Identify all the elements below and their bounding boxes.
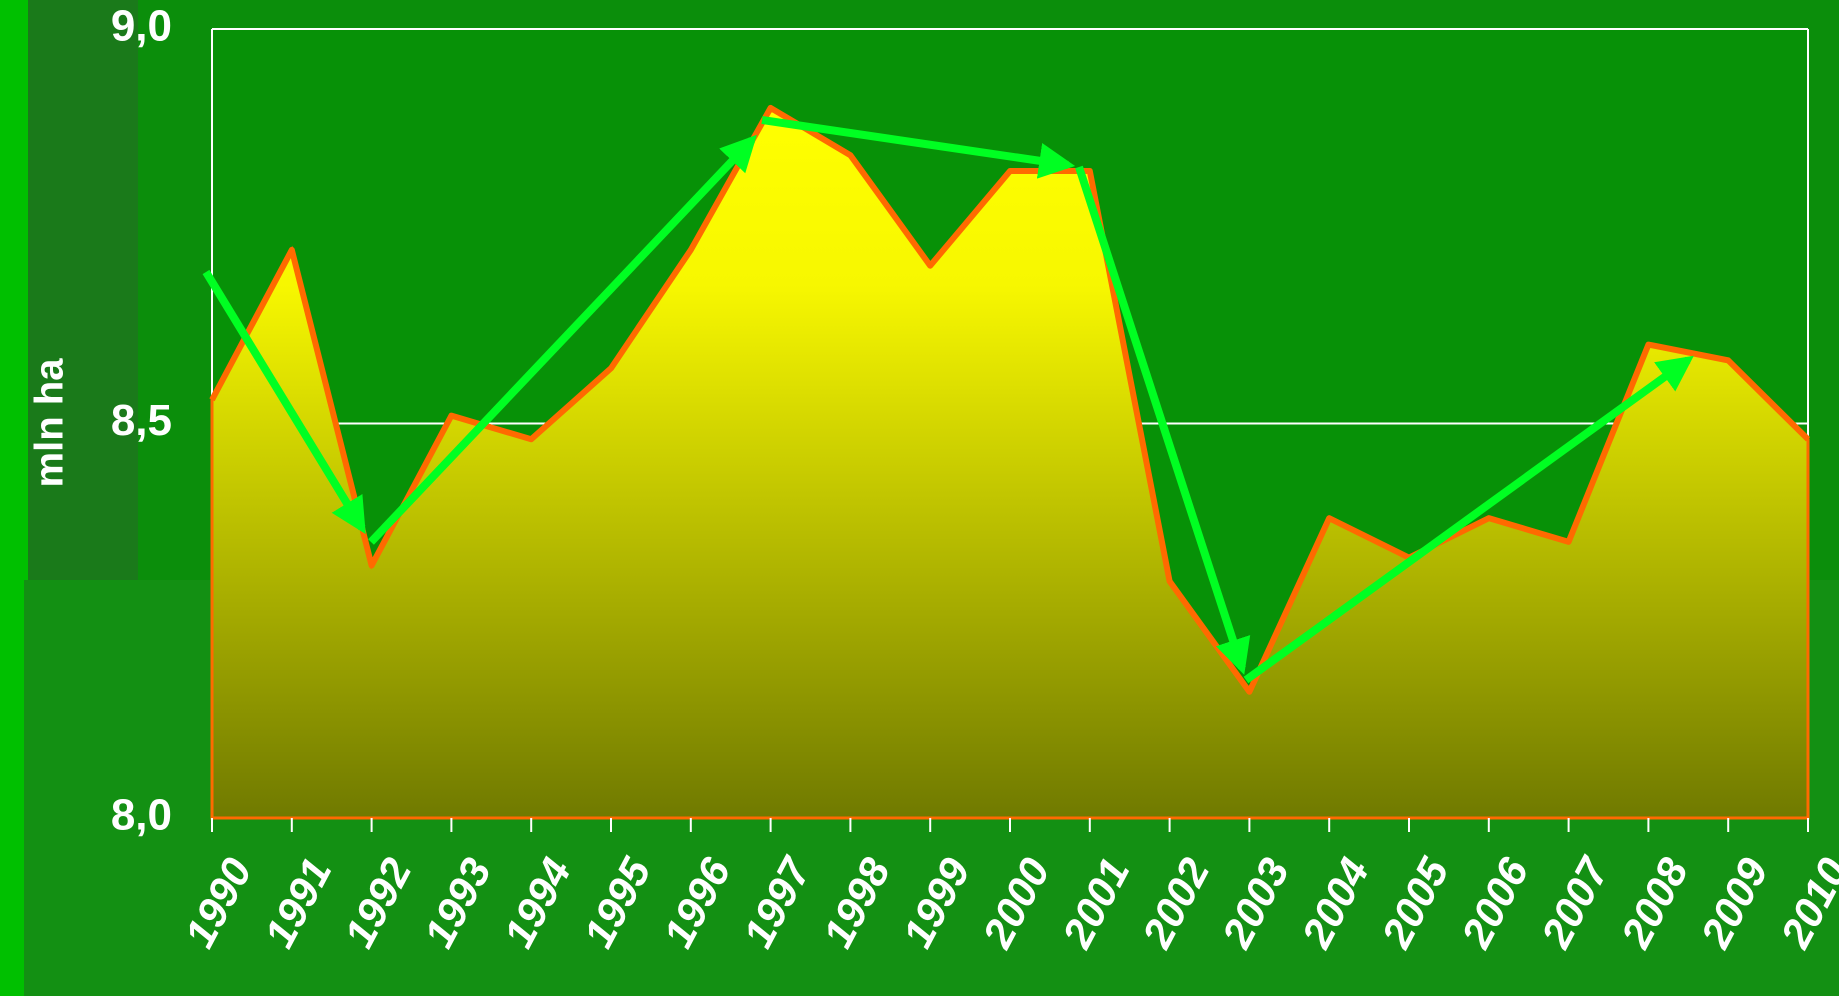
left-panel — [28, 0, 138, 580]
trend-arrows — [202, 116, 1694, 684]
trend-arrow — [1243, 355, 1694, 684]
y-tick-label: 8,5 — [111, 396, 172, 445]
trend-arrow — [368, 134, 757, 545]
left-band — [0, 0, 28, 996]
trend-arrow — [761, 116, 1076, 179]
y-tick-label: 9,0 — [111, 2, 172, 51]
y-tick-label: 8,0 — [111, 791, 172, 840]
trend-arrow — [202, 269, 366, 535]
trend-arrow — [1075, 165, 1251, 675]
y-axis-title: mln ha — [28, 358, 72, 488]
